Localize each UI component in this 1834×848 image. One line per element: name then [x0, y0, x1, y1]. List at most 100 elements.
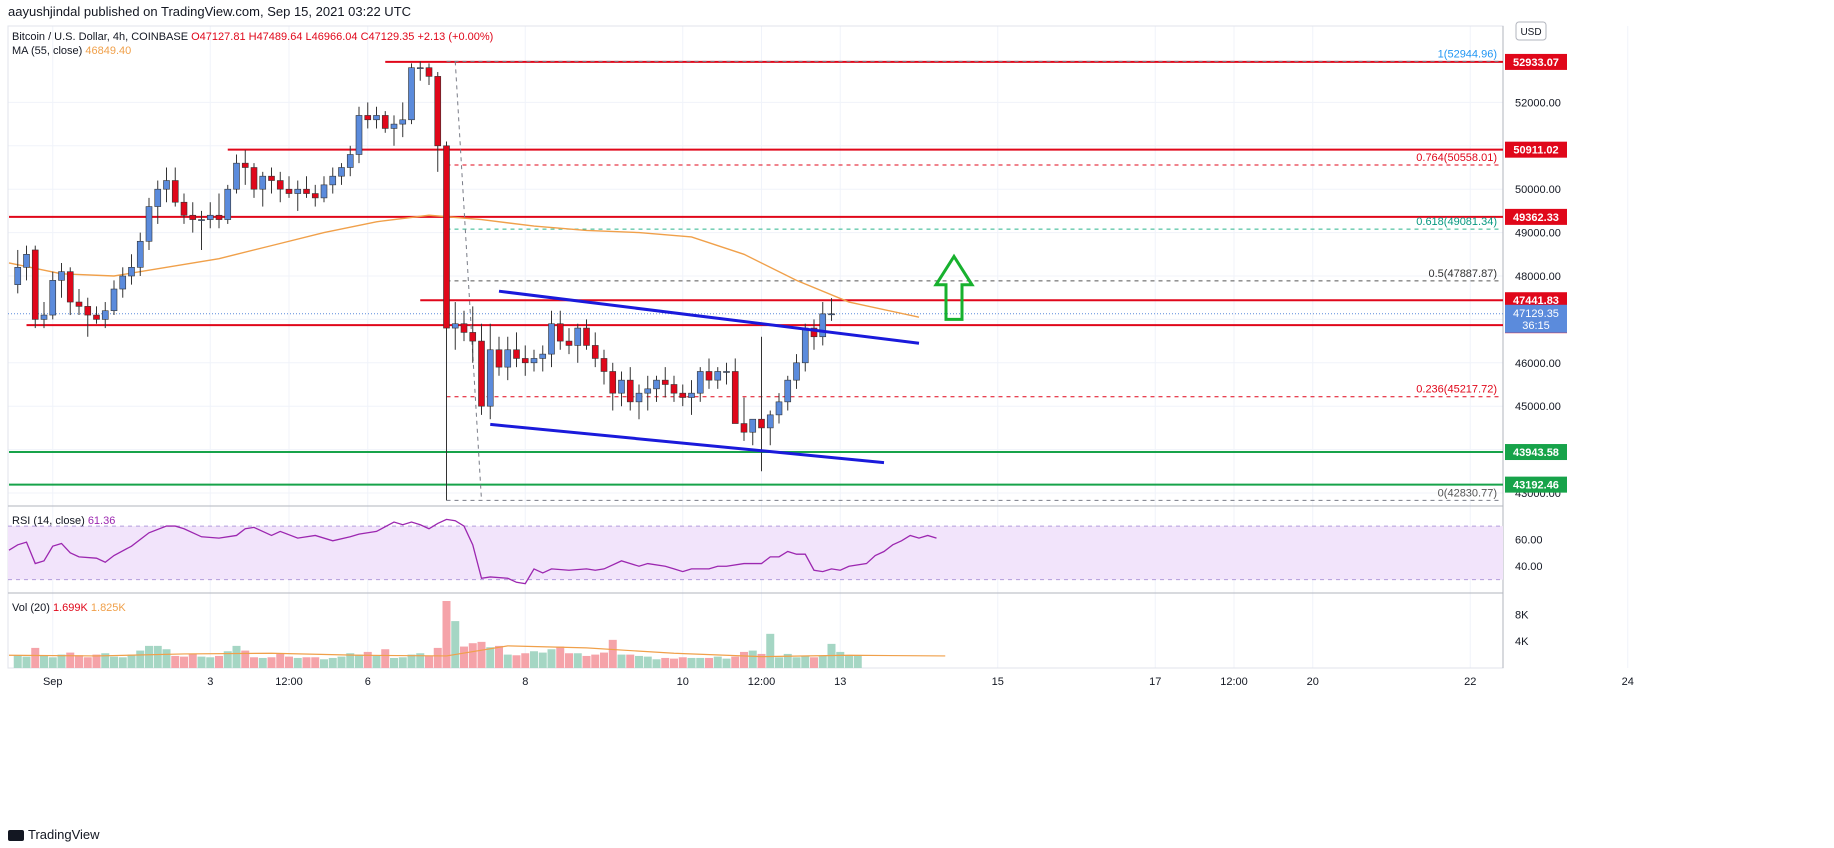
volume-bar [22, 656, 31, 668]
volume-bar [66, 652, 75, 668]
volume-bar [547, 649, 556, 668]
volume-bar [232, 645, 241, 668]
volume-bar [180, 656, 188, 668]
candle-body [513, 349, 520, 359]
ma-legend: MA (55, close) 46849.40 [12, 45, 131, 57]
candle-body [390, 123, 398, 129]
candle-body [31, 249, 39, 320]
level-price-tag [1505, 292, 1567, 309]
volume-bar [92, 654, 101, 668]
candle-body [93, 314, 100, 320]
volume-bar [302, 657, 311, 668]
time-tick-label: 3 [207, 676, 213, 688]
fib-level-label: 0.764(50558.01) [1416, 152, 1497, 164]
candle-body [101, 310, 109, 320]
volume-ma-line [8, 645, 946, 658]
price-tick-label: 46000.00 [1515, 358, 1561, 370]
volume-bar [101, 653, 110, 668]
volume-bar [477, 641, 486, 668]
level-price-label: 43192.46 [1513, 480, 1559, 492]
volume-bar [425, 655, 433, 668]
current-price-label: 47129.35 [1513, 308, 1559, 320]
volume-tick-label: 8K [1515, 609, 1529, 621]
candle-body [714, 371, 722, 381]
candle-body [189, 214, 197, 220]
level-price-tag [1505, 208, 1567, 225]
candle-body [609, 371, 617, 394]
candle-body [381, 115, 389, 129]
ma-value: 46849.40 [85, 45, 131, 57]
volume-bar [740, 651, 748, 668]
volume-bar [486, 647, 495, 668]
volume-bar [845, 655, 853, 668]
candle-body [574, 327, 582, 346]
volume-pane: Vol (20) 1.699K 1.825K [8, 601, 946, 668]
time-tick-label: 12:00 [748, 676, 776, 688]
volume-bar [162, 649, 171, 668]
candle-body [828, 313, 835, 316]
candle-body [250, 167, 258, 190]
candle-body [285, 188, 293, 194]
candle-body [478, 340, 485, 407]
time-tick-label: 22 [1464, 676, 1476, 688]
candle-body [355, 115, 363, 155]
time-tick-label: 20 [1307, 676, 1319, 688]
volume-bar [635, 655, 643, 668]
candle-body [644, 388, 652, 394]
volume-bar [407, 654, 416, 668]
ohlc-value: C47129.35 [361, 31, 418, 43]
up-arrow [933, 253, 975, 321]
volume-bar [390, 657, 398, 668]
currency-badge [1515, 21, 1547, 41]
bitcoin-chart[interactable]: 1(52944.96) 0.764(50558.01) 0.618(49081.34… [0, 0, 1834, 820]
level-price-label: 50911.02 [1513, 145, 1558, 157]
volume-value: 1.699K [53, 602, 91, 614]
price-tick-label: 48000.00 [1515, 271, 1561, 283]
volume-bar [328, 657, 337, 668]
volume-bar [127, 654, 136, 668]
fib-level-label: 0.236(45217.72) [1416, 384, 1497, 396]
candle-body [731, 371, 739, 424]
candle-body [653, 379, 660, 390]
moving-average [8, 214, 920, 318]
volume-bar [118, 657, 127, 668]
volume-bar [31, 647, 40, 668]
volume-bar [363, 651, 372, 668]
volume-bar [538, 652, 547, 668]
candle-body [136, 240, 144, 268]
tradingview-logo-icon [8, 830, 24, 842]
time-tick-label: 8 [522, 676, 528, 688]
volume-bar [416, 653, 425, 668]
time-axis[interactable]: Sep 3 12:00 6 8 10 12:00 13 15 17 12:00 20 22 24 [43, 676, 1634, 688]
volume-bar [48, 657, 57, 668]
level-price-label: 49362.33 [1513, 212, 1559, 224]
volume-bar [153, 645, 162, 668]
candle-body [443, 145, 450, 329]
volume-bar [836, 651, 845, 668]
volume-ma-value: 1.825K [91, 602, 127, 614]
time-tick-label: 10 [677, 676, 689, 688]
candle-body [635, 392, 643, 403]
publish-header: aayushjindal published on TradingView.co… [8, 4, 412, 19]
volume-bar [320, 659, 328, 668]
volume-bar [433, 647, 442, 668]
candle-body [548, 323, 555, 355]
candle-body [346, 154, 354, 168]
volume-bar [643, 656, 652, 668]
volume-bar [241, 650, 250, 668]
candle-body [626, 379, 634, 403]
volume-bar [521, 653, 530, 668]
volume-bar [748, 650, 757, 668]
candle-body [696, 371, 704, 394]
level-price-label: 47441.83 [1513, 295, 1559, 307]
candle-body [128, 267, 135, 277]
volume-bar [775, 657, 783, 668]
candle-body [810, 327, 818, 338]
time-tick-label: 13 [834, 676, 846, 688]
ohlc-value: L46966.04 [306, 31, 361, 43]
ohlc-value: O47127.81 [191, 31, 249, 43]
price-tick-label: 45000.00 [1515, 401, 1561, 413]
volume-bar [696, 657, 705, 668]
candle-body [276, 180, 284, 190]
price-axis[interactable]: 52000.0051000.0050000.0049000.0048000.00… [1505, 21, 1567, 648]
